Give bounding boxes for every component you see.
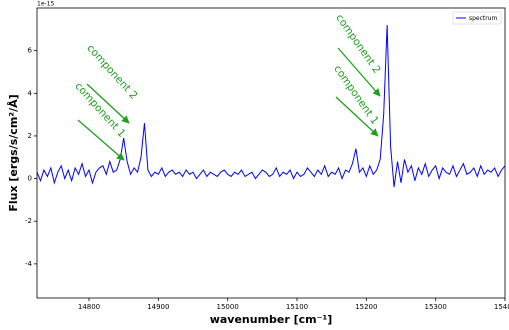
plot-frame [36,7,506,299]
x-tick-label: 15300 [425,303,447,311]
x-tick-label: 15200 [355,303,377,311]
annotation-arrow [77,119,125,161]
annotation-arrow [335,96,379,137]
y-tick-label: 6 [28,47,33,55]
y-tick-label: -2 [25,217,32,225]
y-tick-label: 0 [28,175,32,183]
x-tick-label: 15100 [286,303,308,311]
x-tick-label: 15400 [494,303,509,311]
y-tick-label: 2 [28,132,32,140]
y-offset-label: 1e-15 [37,1,54,8]
x-tick-label: 14800 [78,303,100,311]
annotation-arrow [337,47,381,97]
x-tick-label: 14900 [147,303,169,311]
y-tick-label: 4 [28,89,33,97]
x-tick-label: 15000 [217,303,239,311]
legend-label: spectrum [469,15,498,22]
spectrum-line [36,25,506,188]
y-tick-label: -4 [25,260,33,268]
legend-box [452,11,502,25]
y-axis-label: Flux [ergs/s/cm²/Å] [7,94,20,211]
annotation-arrow [86,83,130,124]
x-axis-label: wavenumber [cm⁻¹] [210,313,333,326]
